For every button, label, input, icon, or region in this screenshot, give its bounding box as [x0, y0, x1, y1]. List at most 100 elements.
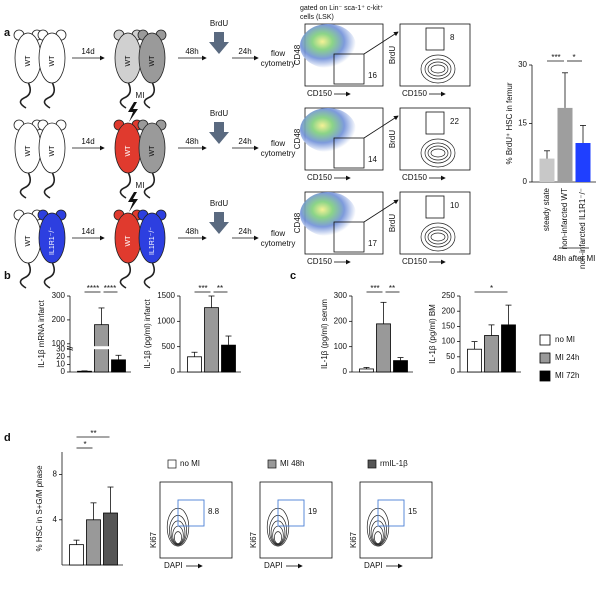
axis-label: Ki67: [349, 531, 358, 548]
contour: [424, 58, 452, 80]
lightning: [128, 192, 138, 212]
contour-plot: [259, 481, 333, 559]
bar: [557, 107, 573, 182]
contour: [430, 232, 446, 242]
legend-swatch: [539, 334, 551, 346]
bar: [376, 323, 391, 373]
mouse: WT: [37, 29, 67, 109]
bar: [467, 348, 482, 373]
gate: [425, 195, 445, 219]
axis-label: CD150: [307, 173, 332, 182]
mouse-label: WT: [149, 145, 156, 157]
y-tick-label: 10: [56, 360, 65, 369]
y-axis-label: IL-1β mRNA infarct: [37, 299, 46, 368]
mouse: WT: [113, 119, 143, 199]
label: BrdU: [210, 109, 228, 118]
y-tick-label: 1500: [157, 291, 175, 300]
legend-swatch: [367, 459, 377, 469]
bar: [187, 356, 202, 373]
mouse-label: WT: [149, 55, 156, 67]
mouse-body: [38, 32, 66, 84]
injection-arrow: [209, 212, 229, 234]
mouse-body: [38, 212, 66, 264]
gate: [277, 499, 305, 527]
contour: [424, 226, 452, 248]
mouse-body: [38, 122, 66, 174]
gate: [425, 27, 445, 51]
contour: [427, 61, 449, 77]
x-tick-label: non-infarcted WT: [560, 188, 569, 249]
legend-swatch: [267, 459, 277, 469]
mouse-tail: [119, 261, 132, 289]
mouse-tail: [119, 171, 132, 199]
gate-value: 19: [308, 507, 317, 516]
gate-value: 15: [408, 507, 417, 516]
axis-label: CD48: [293, 212, 302, 233]
contour: [430, 148, 446, 158]
y-axis-label: IL-1β (pg/ml) serum: [320, 299, 329, 369]
gate-value: 10: [450, 201, 459, 210]
panel-label: a: [4, 27, 11, 39]
axis-label: Ki67: [249, 531, 258, 548]
axis-label: CD48: [293, 128, 302, 149]
gate-value: 8: [450, 33, 455, 42]
mi-label: MI: [136, 181, 145, 190]
y-axis-label: % BrdU⁺ HSC in femur: [505, 82, 514, 164]
mouse-body: [138, 32, 166, 84]
gate-value: 22: [450, 117, 459, 126]
significance-label: ****: [87, 284, 99, 293]
significance-label: **: [90, 429, 96, 438]
gate: [333, 53, 365, 85]
y-tick-label: 500: [162, 342, 176, 351]
label: cytometry: [261, 59, 296, 68]
arrow: [363, 115, 399, 139]
mouse-tail: [143, 81, 156, 109]
mouse-tail: [143, 261, 156, 289]
panel-label: b: [4, 270, 11, 282]
contour: [374, 531, 383, 544]
significance-label: ****: [104, 284, 116, 293]
mouse-tail: [43, 81, 56, 109]
label: BrdU: [210, 19, 228, 28]
label: 24h: [238, 47, 251, 56]
significance-label: *: [83, 440, 86, 449]
mouse-tail: [119, 81, 132, 109]
mouse-tail: [43, 171, 56, 199]
mouse-tail: [19, 261, 32, 289]
y-tick-label: 0: [343, 367, 348, 376]
gate-value: 8.8: [208, 507, 220, 516]
contour-plot: [159, 481, 233, 559]
mouse-tail: [143, 171, 156, 199]
y-axis-label: % HSC in S+G/M phase: [35, 465, 44, 552]
contour: [420, 54, 456, 84]
x-axis-label: 48h after MI: [553, 254, 596, 263]
bar: [484, 335, 499, 373]
contour: [420, 222, 456, 252]
y-tick-label: 200: [52, 315, 66, 324]
y-tick-label: 1000: [157, 316, 175, 325]
mouse-label: WT: [49, 145, 56, 157]
contour: [420, 138, 456, 168]
significance-label: *: [572, 53, 575, 62]
label: 24h: [238, 137, 251, 146]
mouse: WT: [37, 119, 67, 199]
gate-value: 17: [368, 239, 377, 248]
significance-label: **: [217, 284, 223, 293]
arrow: [363, 31, 399, 55]
label: 24h: [238, 227, 251, 236]
panel-label: d: [4, 432, 11, 444]
y-tick-label: 250: [442, 291, 456, 300]
mouse-tail: [19, 171, 32, 199]
y-axis-label: IL-1β (pg/ml) infarct: [143, 298, 152, 368]
x-tick-label: steady state: [542, 187, 551, 231]
axis-label: CD150: [402, 89, 427, 98]
mouse-label: IL1R1⁻/⁻: [149, 227, 156, 255]
y-tick-label: 30: [56, 344, 65, 353]
label: flow: [271, 229, 285, 238]
contour: [430, 64, 446, 74]
y-tick-label: 300: [52, 291, 66, 300]
bar: [86, 519, 101, 566]
legend-swatch: [167, 459, 177, 469]
y-tick-label: 100: [442, 337, 456, 346]
significance-label: **: [389, 284, 395, 293]
